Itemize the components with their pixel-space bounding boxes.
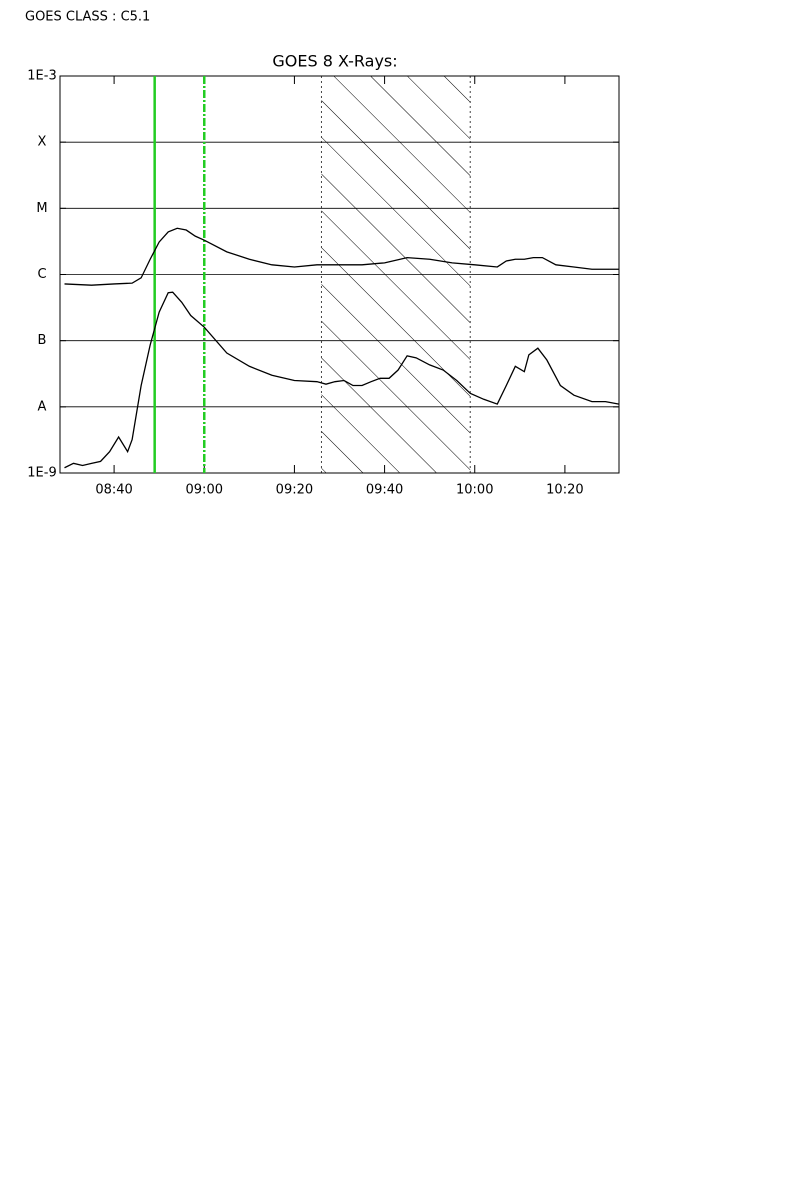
y-tick-label: B xyxy=(38,333,47,348)
x-tick-label: 09:40 xyxy=(366,483,403,498)
chart-title: GOES 8 X-Rays: xyxy=(272,52,397,71)
flux-line xyxy=(64,291,620,469)
plot-frame xyxy=(59,75,620,474)
y-tick-label: 1E-9 xyxy=(27,466,56,481)
x-tick-label: 10:20 xyxy=(546,483,583,498)
x-tick-label: 08:40 xyxy=(95,483,132,498)
goes-class: GOES CLASS : C5.1 xyxy=(25,10,150,25)
y-tick-label: 1E-3 xyxy=(27,69,56,84)
x-tick-label: 09:20 xyxy=(276,483,313,498)
y-tick-label: X xyxy=(38,135,47,150)
y-tick-label: A xyxy=(38,399,47,414)
flux-line xyxy=(64,227,619,286)
x-tick-label: 09:00 xyxy=(186,483,223,498)
y-tick-label: C xyxy=(37,267,46,282)
x-tick-label: 10:00 xyxy=(456,483,493,498)
y-tick-label: M xyxy=(36,201,47,216)
